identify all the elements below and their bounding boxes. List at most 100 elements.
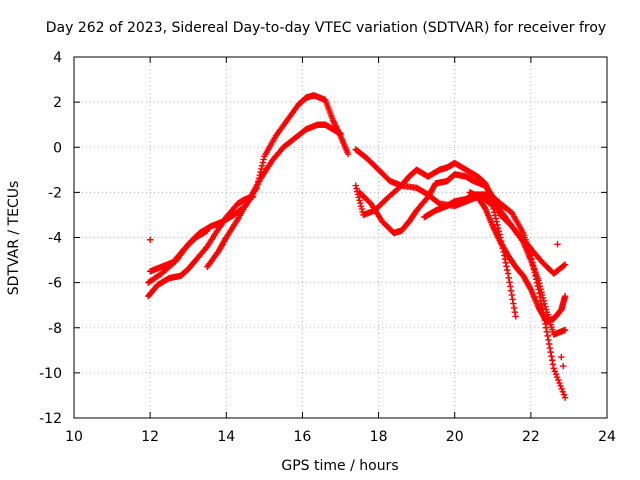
data-point	[506, 278, 513, 286]
data-point	[512, 313, 519, 320]
y-tick-label: -8	[48, 321, 62, 337]
data-point	[543, 328, 551, 336]
series-arc-d	[146, 227, 211, 275]
data-marks	[145, 92, 569, 401]
data-point	[352, 182, 359, 189]
data-point	[547, 348, 554, 356]
data-point	[552, 371, 560, 378]
x-tick-label: 12	[141, 429, 159, 445]
data-point	[542, 324, 550, 331]
x-tick-label: 22	[522, 429, 540, 445]
x-axis-label: GPS time / hours	[281, 458, 398, 474]
data-point	[508, 291, 516, 299]
data-point	[509, 296, 516, 303]
data-point	[505, 274, 512, 282]
data-point	[356, 197, 363, 204]
data-point	[490, 205, 497, 213]
data-point	[530, 265, 538, 273]
data-point	[546, 344, 554, 352]
x-tick-label: 16	[294, 429, 312, 445]
data-point	[260, 156, 267, 163]
data-point	[489, 202, 496, 210]
data-point	[503, 263, 510, 270]
data-point	[550, 365, 557, 372]
chart-title: Day 262 of 2023, Sidereal Day-to-day VTE…	[46, 20, 606, 36]
y-tick-label: -10	[39, 366, 62, 382]
data-point	[559, 388, 567, 396]
data-point	[536, 293, 544, 301]
data-point	[504, 266, 511, 274]
series-arc-f	[356, 171, 569, 338]
y-tick-label: 0	[53, 140, 62, 156]
x-tick-label: 18	[370, 429, 388, 445]
data-point	[536, 290, 543, 297]
data-point	[560, 391, 568, 398]
data-point	[493, 218, 500, 225]
data-point	[553, 373, 561, 381]
data-point	[555, 376, 562, 384]
data-point	[545, 340, 553, 348]
data-point	[561, 292, 569, 300]
data-point	[510, 304, 518, 312]
data-point	[354, 188, 361, 195]
data-point	[561, 261, 569, 268]
data-point	[258, 162, 266, 169]
data-point	[534, 282, 541, 290]
data-point	[204, 227, 211, 234]
data-point	[544, 332, 551, 340]
data-point	[560, 262, 568, 269]
data-point	[491, 212, 499, 219]
data-point	[560, 362, 567, 370]
data-point	[337, 130, 344, 137]
data-point	[527, 252, 535, 259]
data-point	[507, 287, 515, 294]
data-point	[146, 236, 154, 243]
data-point	[561, 326, 569, 334]
data-point	[531, 269, 538, 276]
series-arc-c	[204, 121, 344, 271]
data-point	[491, 209, 498, 216]
series-arc-h	[421, 191, 569, 401]
data-point	[558, 385, 565, 393]
y-axis-label: SDTVAR / TECUs	[6, 181, 22, 296]
data-point	[556, 379, 563, 387]
plot-frame	[73, 56, 608, 419]
series-fragments	[146, 236, 567, 370]
y-tick-label: -12	[39, 411, 62, 427]
data-point	[561, 394, 569, 401]
series-arc-e	[352, 146, 569, 277]
data-point	[548, 357, 556, 364]
y-tick-label: 2	[53, 95, 62, 111]
x-tick-label: 14	[217, 429, 235, 445]
data-point	[259, 159, 267, 166]
data-point	[528, 255, 535, 263]
data-point	[529, 259, 536, 266]
data-point	[358, 205, 366, 213]
x-tick-labels: 10 12 14 16 18 20 22 24	[65, 429, 616, 445]
data-point	[529, 262, 537, 269]
data-point	[557, 382, 564, 390]
data-point	[548, 352, 555, 360]
x-tick-label: 20	[446, 429, 464, 445]
data-point	[549, 361, 557, 368]
data-point	[554, 241, 561, 248]
data-point	[545, 336, 552, 344]
data-point	[353, 185, 360, 192]
data-point	[354, 191, 362, 198]
y-tick-label: -2	[48, 185, 62, 201]
data-point	[511, 308, 519, 316]
y-tick-label: -4	[48, 231, 62, 247]
data-point	[532, 272, 539, 280]
y-tick-labels: -12 -10 -8 -6 -4 -2 0 2 4	[39, 50, 62, 427]
data-point	[344, 150, 352, 158]
series-arc-b	[145, 193, 257, 300]
data-point	[502, 259, 509, 266]
data-point	[492, 215, 500, 222]
data-point	[357, 200, 364, 207]
data-point	[535, 286, 542, 293]
data-point	[355, 194, 362, 201]
data-point	[357, 202, 365, 210]
y-tick-label: 4	[53, 50, 62, 66]
data-point	[507, 283, 514, 290]
